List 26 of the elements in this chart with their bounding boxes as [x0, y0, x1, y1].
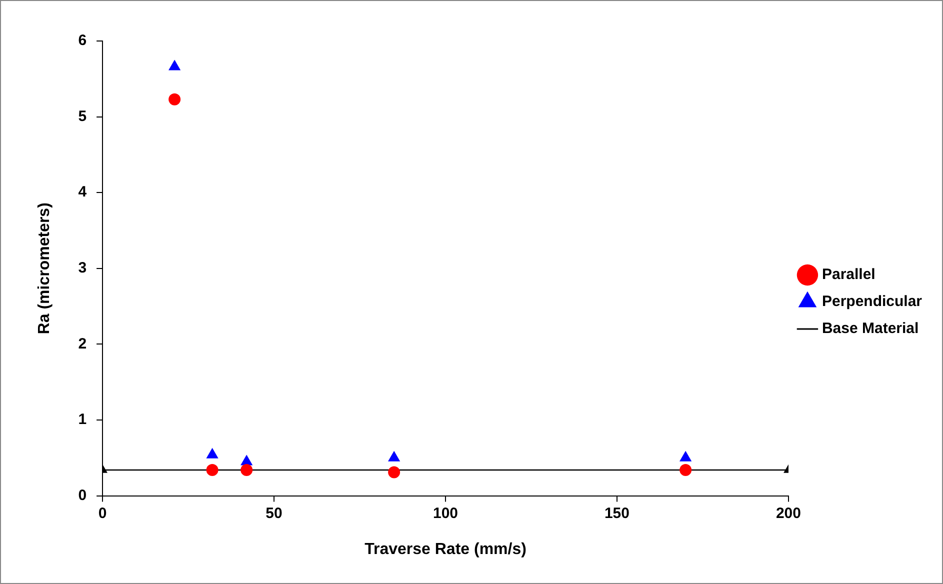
legend-label: Parallel: [822, 266, 876, 284]
y-tick-label: 4: [78, 184, 88, 201]
point: [388, 466, 400, 478]
legend-label: Base Material: [822, 320, 919, 338]
point: [680, 464, 692, 476]
point: [206, 464, 218, 476]
y-tick-label: 5: [78, 108, 87, 125]
x-tick-label: 200: [776, 504, 801, 522]
point: [388, 450, 400, 462]
point: [206, 448, 218, 458]
point: [680, 450, 692, 462]
y-tick-label: 0: [78, 486, 87, 504]
y-tick-label: 1: [78, 411, 87, 428]
y-tick-label: 3: [78, 260, 87, 277]
y-axis-title: Ra (micrometers): [36, 202, 54, 334]
x-tick-label: 100: [432, 504, 458, 522]
x-tick-label: 50: [266, 504, 282, 522]
x-tick-label: 150: [604, 504, 630, 522]
legend-label: Perpendicular: [822, 293, 922, 310]
y-tick-label: 6: [78, 32, 87, 50]
x-axis-title: Traverse Rate (mm/s): [364, 540, 526, 558]
point: [168, 93, 181, 106]
y-tick-label: 2: [78, 335, 87, 352]
x-tick-label: 0: [98, 504, 107, 522]
point: [168, 60, 181, 70]
point: [240, 464, 253, 476]
